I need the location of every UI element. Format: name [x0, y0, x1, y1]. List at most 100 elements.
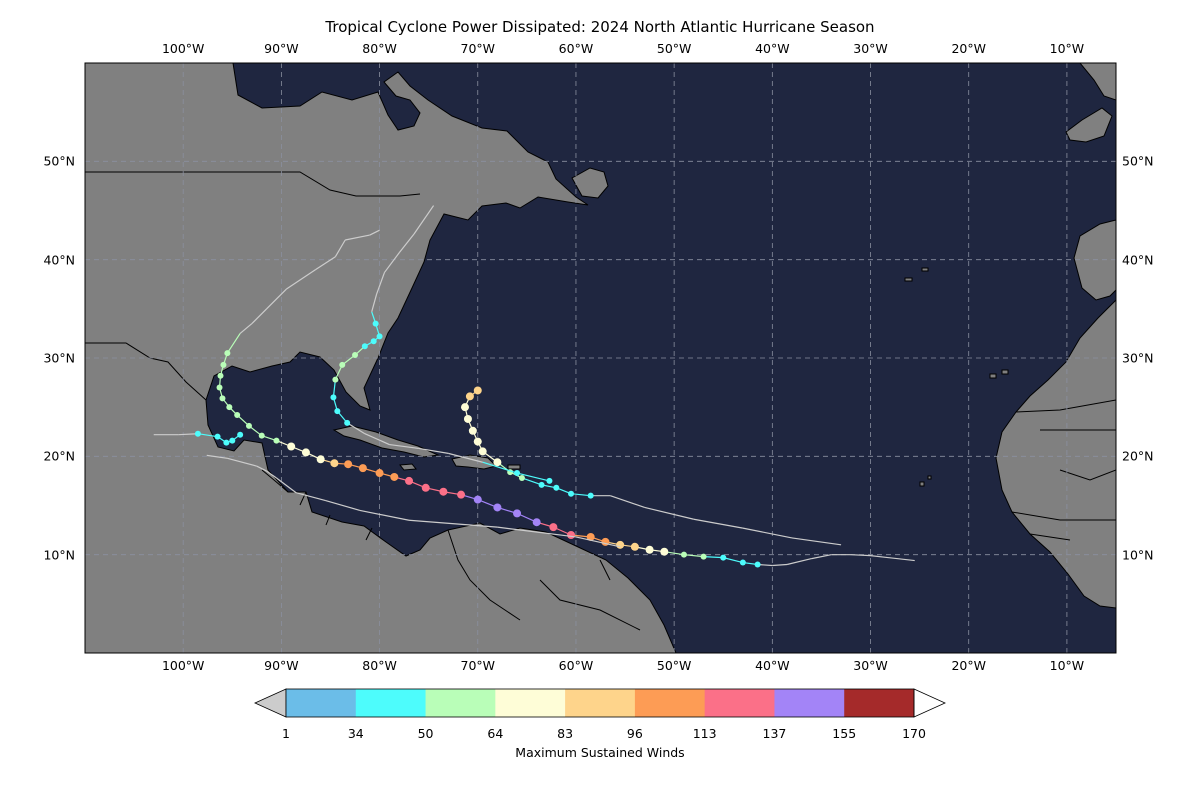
track-4-point — [370, 338, 377, 345]
track-3-segment — [610, 495, 645, 509]
lon-tick-label-top: 100°W — [161, 41, 205, 56]
track-5-segment — [325, 500, 361, 511]
greenland-landmass — [1079, 63, 1116, 101]
lat-tick-label-right: 10°N — [1122, 547, 1154, 563]
track-4-point — [352, 352, 359, 359]
central-america-borders — [261, 469, 373, 541]
track-4-point — [332, 376, 339, 383]
colorbar-over-arrow — [913, 688, 946, 718]
lat-tick-label-left: 50°N — [43, 153, 75, 169]
track-1b-point — [390, 472, 399, 481]
track-1b-segment — [683, 554, 704, 558]
track-2-segment — [197, 433, 218, 438]
track-4-segment — [398, 233, 415, 254]
track-1b-point — [680, 551, 687, 558]
track-1b-segment — [334, 239, 346, 258]
colorbar-tick-label: 137 — [762, 726, 787, 741]
track-1b-point — [344, 460, 353, 469]
colorbar-tick-label: 96 — [626, 726, 643, 741]
track-3-point — [587, 492, 594, 499]
track-4-point — [330, 394, 337, 401]
colorbar-frame — [285, 688, 915, 718]
lon-tick-label-top: 80°W — [362, 41, 397, 56]
track-5-segment — [359, 509, 410, 521]
track-1b-point — [405, 476, 414, 485]
track-1b-segment — [345, 234, 370, 241]
track-1b-segment — [703, 556, 724, 559]
track-3-segment — [791, 537, 842, 546]
lat-tick-label-right: 40°N — [1122, 252, 1154, 268]
track-5-segment — [266, 470, 277, 479]
track-3-point — [493, 458, 502, 467]
track-4-segment — [376, 272, 386, 295]
track-5-segment — [497, 526, 577, 538]
lon-tick-label-bottom: 30°W — [853, 658, 888, 673]
track-1b-point — [586, 532, 595, 541]
track-1b-point — [226, 404, 233, 411]
colorbar-tick-label: 83 — [557, 726, 574, 741]
track-4-segment — [346, 422, 366, 435]
cape-verde-islands — [919, 475, 932, 487]
newfoundland-landmass — [571, 167, 609, 199]
puerto-rico-landmass — [507, 464, 521, 470]
track-1b-point — [457, 490, 466, 499]
gridlines — [85, 63, 1116, 653]
lon-tick-label-bottom: 50°W — [656, 658, 692, 673]
track-1b-point — [754, 561, 761, 568]
track-1b-point — [549, 523, 558, 532]
track-1-segment — [870, 555, 915, 562]
track-4-segment — [384, 252, 400, 273]
track-2-point — [237, 431, 244, 438]
track-1b-point — [532, 518, 541, 527]
track-1-segment — [772, 563, 788, 567]
track-4-point — [372, 320, 379, 327]
track-5-segment — [575, 536, 621, 548]
track-4-segment — [413, 205, 435, 235]
track-1b-point — [216, 384, 223, 391]
track-4-point — [339, 361, 346, 368]
colorbar-tick-label: 50 — [417, 726, 434, 741]
track-3-point — [518, 474, 525, 481]
track-5-segment — [206, 454, 228, 459]
lon-tick-label-bottom: 80°W — [362, 658, 397, 673]
colorbar-tick-label: 1 — [282, 726, 290, 741]
track-4-segment — [371, 293, 378, 312]
track-1b-point — [720, 554, 727, 561]
colorbar-tick-label: 155 — [832, 726, 857, 741]
lat-tick-label-left: 20°N — [43, 448, 75, 464]
colorbar-segment — [704, 689, 775, 717]
track-3-point — [463, 414, 472, 423]
colorbar-tick-label: 170 — [902, 726, 926, 741]
track-1b-segment — [239, 323, 253, 334]
track-1b-segment — [226, 333, 241, 354]
track-4-segment — [448, 452, 483, 463]
lon-tick-label-bottom: 10°W — [1049, 658, 1085, 673]
track-1b-point — [375, 469, 384, 478]
africa-borders — [1011, 399, 1116, 541]
track-3-point — [473, 437, 482, 446]
iceland-landmass — [1065, 107, 1113, 143]
lon-tick-label-bottom: 100°W — [161, 658, 205, 673]
jamaica-landmass — [399, 463, 417, 471]
lat-tick-label-right: 30°N — [1122, 350, 1154, 366]
south-america-borders — [447, 529, 641, 631]
track-1b-point — [224, 350, 231, 357]
track-2-segment — [178, 433, 198, 436]
track-4-segment — [389, 443, 419, 450]
track-1b-point — [700, 553, 707, 560]
track-1-segment — [786, 558, 812, 566]
track-4-segment — [364, 433, 390, 446]
lon-tick-label-top: 50°W — [656, 41, 692, 56]
track-3-point — [468, 426, 477, 435]
track-1b-point — [567, 531, 576, 539]
track-1b-point — [219, 395, 226, 402]
landmasses — [85, 63, 1116, 653]
track-1b-segment — [315, 256, 336, 271]
colorbar-segment — [425, 689, 496, 717]
track-1b-point — [217, 372, 224, 379]
track-1b-point — [630, 542, 639, 551]
track-1b-segment — [369, 229, 380, 236]
track-1b-point — [287, 442, 296, 451]
us-mexico-border — [85, 342, 207, 401]
track-4-point — [361, 343, 368, 350]
